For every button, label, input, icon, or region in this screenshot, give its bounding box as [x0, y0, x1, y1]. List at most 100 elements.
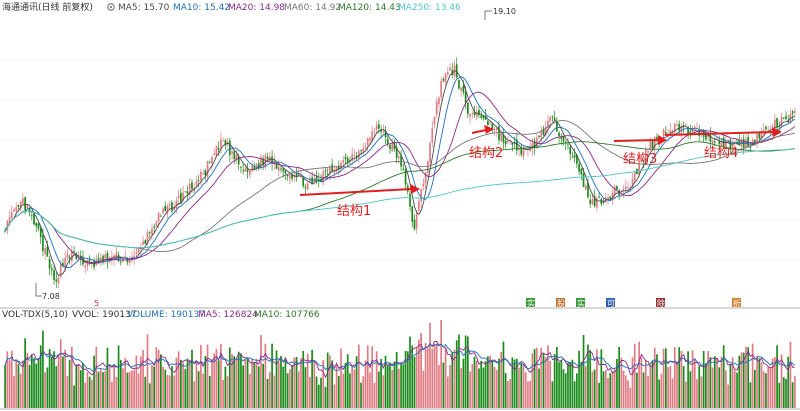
marker-box-5[interactable] [656, 298, 665, 307]
structure-4-arrow [664, 131, 775, 136]
volume-bar-down [153, 366, 156, 408]
marker-box-4[interactable] [606, 298, 615, 307]
candle-up [57, 277, 60, 284]
volume-bar-down [504, 373, 507, 408]
candle-down [291, 173, 293, 179]
volume-bar-up [673, 347, 676, 408]
volume-bar-down [698, 365, 701, 408]
candle-down [55, 279, 58, 282]
candle-down [346, 158, 349, 163]
candle-up [255, 164, 258, 169]
candle-up [213, 153, 216, 155]
volume-bar-down [186, 358, 189, 408]
high-marker: 19.10 [484, 7, 516, 20]
volume-bar-down [35, 363, 38, 408]
candle-down [53, 270, 55, 280]
candle-up [66, 254, 69, 258]
volume-bar-up [357, 344, 360, 408]
candle-down [464, 91, 467, 103]
volume-bar-down [409, 336, 411, 408]
volume-bar-down [498, 358, 500, 408]
volume-bar-up [700, 376, 703, 408]
volume-bar-down [567, 362, 569, 408]
volume-bar-down [791, 382, 794, 408]
candle-up [633, 171, 636, 181]
candle-up [767, 129, 770, 131]
candle-up [364, 147, 367, 149]
volume-bar-down [33, 358, 35, 408]
candle-down [558, 132, 560, 137]
candle-up [108, 257, 111, 262]
volume-bar-up [269, 371, 271, 408]
volume-bar-down [384, 355, 387, 408]
volume-bar-up [297, 371, 300, 408]
settings-icon-dot [110, 6, 112, 8]
volume-bar-up [322, 360, 325, 408]
structure-4-arrowhead [772, 127, 782, 137]
candle-up [369, 138, 371, 141]
candle-up [449, 67, 451, 71]
marker-box-1[interactable] [526, 298, 535, 307]
candle-down [656, 136, 658, 141]
candle-up [780, 116, 783, 126]
candle-down [458, 80, 460, 89]
candle-up [231, 151, 233, 154]
candle-down [224, 140, 227, 146]
marker-label-3: 实 [577, 298, 585, 308]
volume-bar-down [224, 366, 227, 408]
volume-bar-down [262, 363, 265, 408]
candle-up [309, 179, 311, 182]
candle-up [653, 137, 656, 148]
candle-down [709, 133, 712, 142]
candle-up [157, 213, 160, 222]
volume-bar-up [95, 346, 98, 408]
candle-up [137, 248, 140, 253]
volume-bar-down [311, 349, 313, 408]
candle-up [195, 181, 198, 186]
volume-bar-up [707, 350, 709, 408]
volume-bar-down [702, 350, 705, 408]
candle-down [467, 102, 469, 114]
candle-up [391, 143, 394, 152]
volume-bar-up [774, 357, 776, 408]
candle-down [97, 258, 100, 264]
marker-box-2[interactable] [556, 298, 565, 307]
volume-bar-up [273, 375, 276, 408]
volume-bar-up [431, 348, 434, 408]
ma10-line [4, 76, 796, 269]
candle-up [591, 199, 594, 205]
candle-up [535, 137, 538, 147]
settings-icon[interactable] [107, 3, 115, 11]
volume-bar-up [375, 351, 378, 408]
candle-down [533, 141, 536, 148]
volume-bar-up [10, 350, 13, 408]
candle-up [720, 140, 723, 147]
volume-bar-up [226, 376, 229, 408]
volume-bar-down [30, 355, 33, 408]
vol-indicator-name: VOL-TDX(5,10) [2, 310, 68, 320]
volume-bar-down [689, 371, 692, 408]
ma60-readout: MA60: 14.92 [284, 3, 341, 13]
candle-down [315, 176, 318, 181]
volume-bar-down [776, 345, 778, 408]
marker-box-6[interactable] [732, 298, 741, 307]
volume-bar-up [435, 343, 438, 408]
marker-5[interactable]: 5 [94, 299, 99, 308]
candle-down [266, 156, 269, 160]
volume-bar-up [137, 373, 140, 408]
candle-down [678, 123, 681, 131]
volume-bar-down [331, 360, 333, 408]
volume-bar-up [353, 369, 356, 408]
candle-up [306, 183, 309, 190]
volume-bar-down [636, 372, 638, 408]
volume-bar-up [509, 378, 511, 408]
volume-bar-down [578, 350, 580, 408]
candle-up [235, 154, 238, 161]
marker-box-3[interactable] [576, 298, 585, 307]
volume-bar-up [131, 370, 133, 408]
candle-up [357, 150, 360, 158]
volume-bar-up [671, 378, 674, 408]
volume-bar-down [491, 360, 494, 408]
volume-bar-down [406, 351, 409, 408]
